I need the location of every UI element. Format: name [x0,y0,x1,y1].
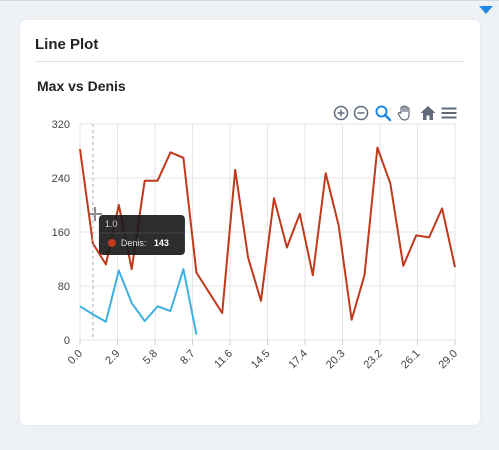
series-line-denis [79,146,456,321]
x-tick-label: 26.1 [399,348,423,372]
reset-home-icon[interactable] [419,104,437,122]
x-tick-label: 23.2 [361,348,385,372]
x-tick-label: 17.4 [286,348,310,372]
x-tick-label: 14.5 [249,348,273,372]
y-tick-label: 80 [58,281,70,293]
x-tick-label: 29.0 [436,348,460,372]
x-tick-label: 11.6 [212,348,235,371]
x-tick-label: 5.8 [141,348,160,367]
menu-icon[interactable] [440,104,458,122]
pan-hand-icon[interactable] [396,104,414,122]
collapse-caret-icon[interactable] [479,6,493,14]
zoom-select-icon[interactable] [374,104,392,122]
tooltip-box [98,215,185,255]
x-tick-label: 8.7 [178,348,197,367]
tooltip-marker [107,239,116,247]
card-title: Line Plot [35,36,99,53]
line-plot-card: Line Plot Max vs Denis [20,20,480,425]
y-tick-label: 160 [52,227,70,239]
y-tick-label: 240 [52,173,70,185]
tooltip-x-label: 1.0 [105,219,118,229]
x-tick-label: 0.0 [66,348,85,367]
tooltip-series-label: Denis: [121,238,147,248]
y-tick-label: 320 [52,119,70,131]
series-line-max [79,268,198,335]
tooltip-value: 143 [154,238,169,248]
x-tick-label: 20.3 [324,348,348,372]
card-divider [35,61,465,62]
zoom-out-icon[interactable] [352,104,370,122]
x-tick-label: 2.9 [103,348,122,367]
chart-title: Max vs Denis [37,78,126,94]
zoom-in-icon[interactable] [332,104,350,122]
top-border [0,0,499,1]
series-layer [79,146,456,335]
y-tick-label: 0 [64,335,70,347]
grid [79,123,456,341]
